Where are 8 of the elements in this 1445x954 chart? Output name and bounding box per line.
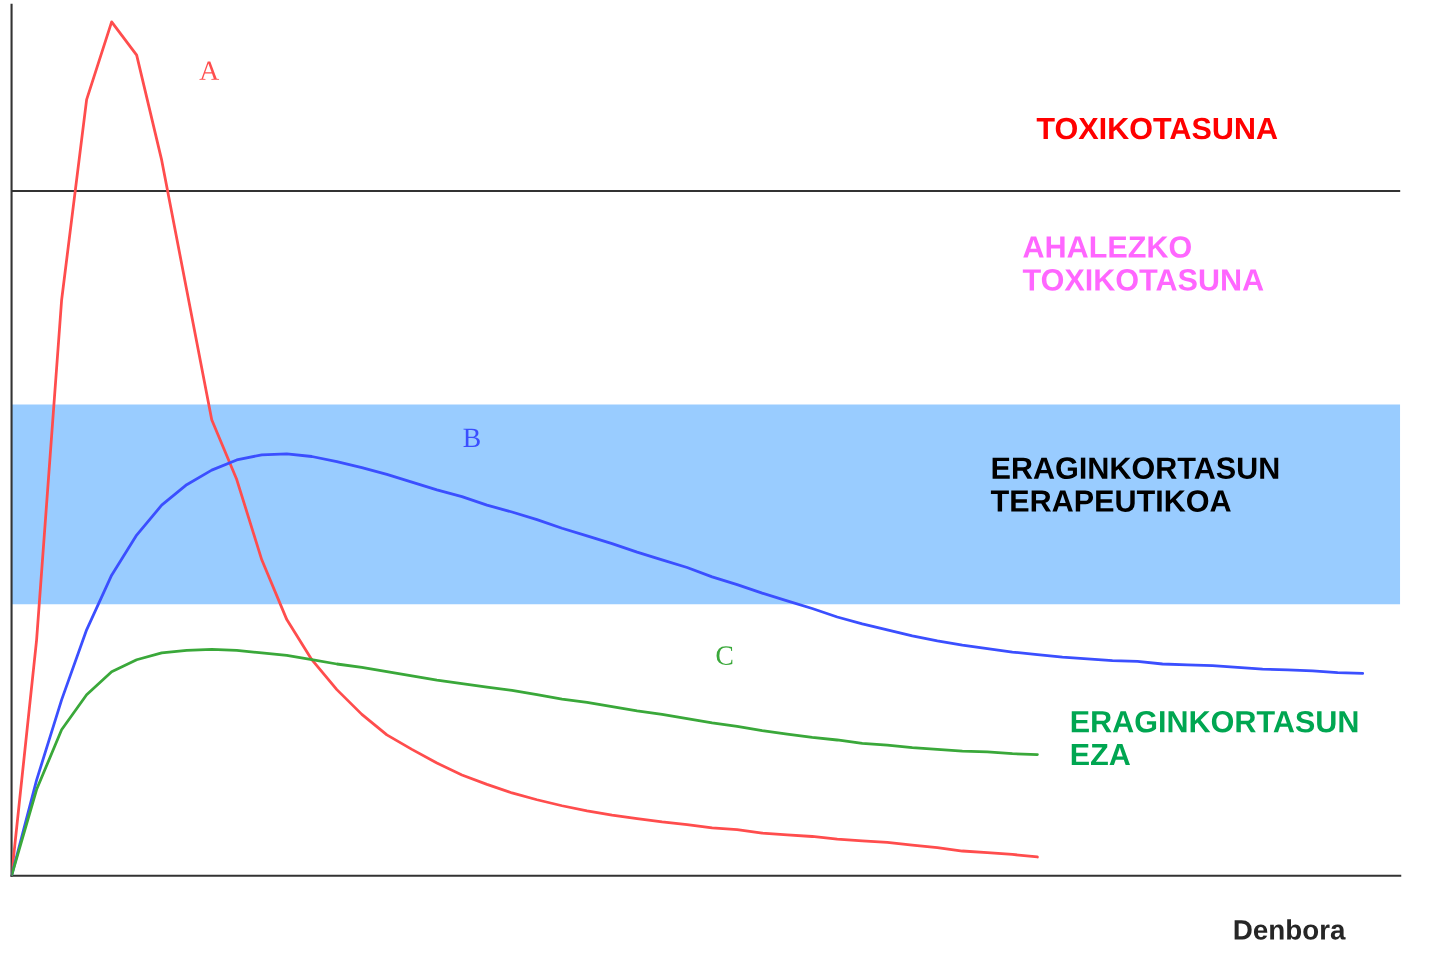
x-axis-title: Denbora [1234, 919, 1346, 940]
text: C [716, 646, 733, 665]
band-label: ERAGINKORTASUN TERAPEUTIKOA [990, 457, 1279, 512]
annotation: AHALEZKO TOXIKOTASUNA [1022, 236, 1264, 291]
series-label: B [463, 428, 480, 448]
annotation: ERAGINKORTASUN EZA [1071, 710, 1358, 766]
series-label: A [199, 61, 220, 80]
ref-line-label: TOXIKOTASUNA [1036, 117, 1278, 140]
